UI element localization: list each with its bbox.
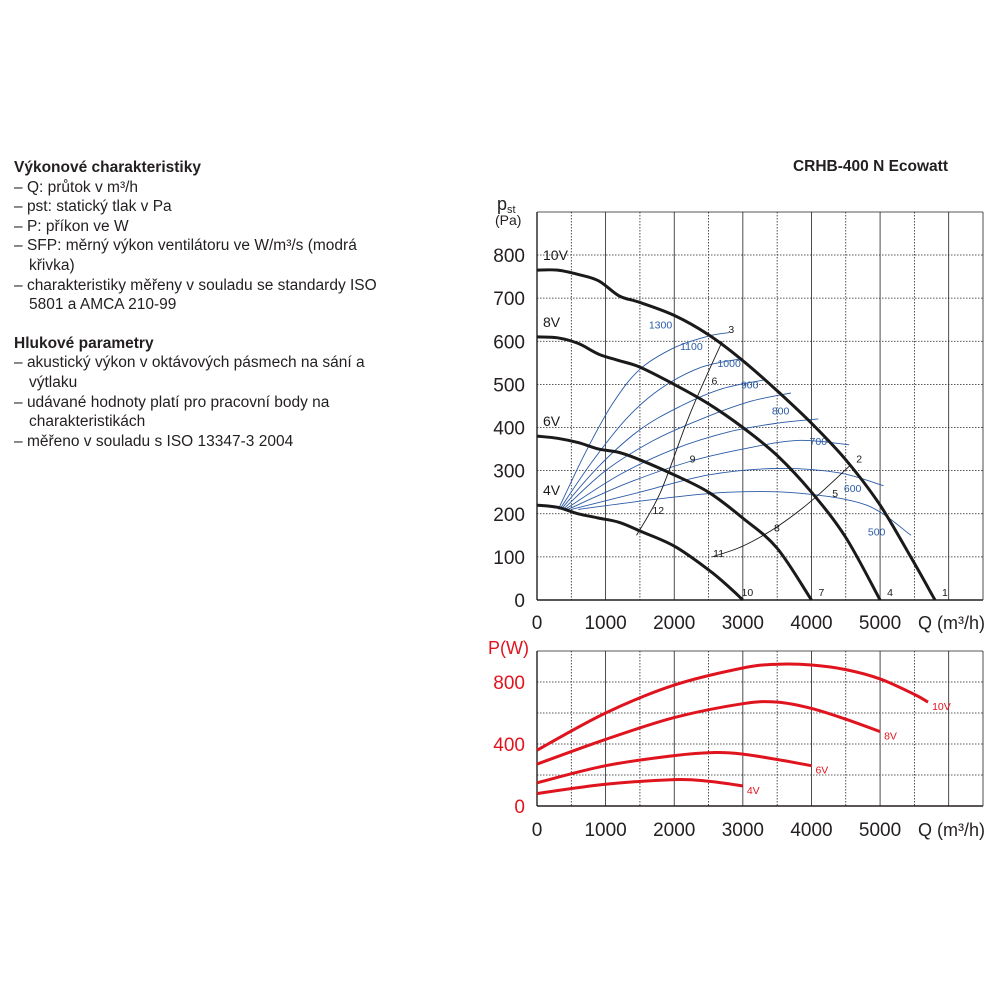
x-tick-label: 4000 — [790, 820, 832, 841]
model-title: CRHB-400 N Ecowatt — [792, 158, 948, 175]
list-item: P: příkon ve W — [14, 217, 394, 237]
x-tick-label: 0 — [532, 820, 543, 841]
y-axis-label: P(W) — [488, 638, 529, 658]
noise-list: akustický výkon v oktávových pásmech na … — [14, 353, 394, 451]
working-point-label: 3 — [728, 324, 734, 336]
y-tick-label: 200 — [493, 505, 525, 526]
working-point-label: 11 — [713, 548, 724, 560]
power-curve-label: 10V — [932, 701, 951, 713]
list-item: Q: průtok v m³/h — [14, 178, 394, 198]
sfp-curve — [567, 439, 850, 510]
working-point-label: 2 — [856, 453, 862, 465]
sfp-curve-label: 600 — [844, 483, 862, 495]
list-item: měřeno v souladu s ISO 13347-3 2004 — [14, 432, 394, 452]
x-tick-label: 3000 — [722, 613, 764, 634]
x-tick-label: 0 — [532, 613, 543, 634]
working-point-label: 10 — [742, 587, 754, 599]
power-curve-4v — [536, 777, 744, 796]
sfp-curve-label: 1300 — [649, 319, 673, 331]
fan-curve-4v — [536, 503, 744, 602]
sfp-curve-label: 800 — [772, 406, 790, 418]
sfp-curve-label: 900 — [741, 380, 759, 392]
y-tick-label: 400 — [493, 419, 525, 440]
sfp-curve — [571, 468, 884, 510]
working-point-label: 5 — [832, 488, 838, 500]
x-tick-label: 5000 — [859, 613, 901, 634]
power-curve-10v — [536, 662, 929, 752]
working-point-label: 12 — [652, 505, 664, 517]
y-tick-label: 0 — [514, 797, 525, 818]
y-tick-label: 800 — [493, 246, 525, 267]
sfp-curve-label: 700 — [810, 436, 828, 448]
y-axis-unit: (Pa) — [495, 212, 521, 228]
power-curve-label: 4V — [747, 785, 760, 797]
fan-curve-8v — [536, 335, 882, 601]
system-curve — [711, 465, 850, 558]
power-curve-6v — [536, 750, 812, 785]
performance-list: Q: průtok v m³/h pst: statický tlak v Pa… — [14, 178, 394, 315]
fan-curve-label: 4V — [543, 482, 561, 498]
list-item: SFP: měrný výkon ventilátoru ve W/m³/s (… — [14, 236, 394, 275]
description-panel: Výkonové charakteristiky Q: průtok v m³/… — [14, 158, 394, 451]
working-point-label: 1 — [942, 587, 948, 599]
list-item: udávané hodnoty platí pro pracovní body … — [14, 393, 394, 432]
y-tick-label: 800 — [493, 673, 525, 694]
power-curve-8v — [536, 700, 881, 766]
list-item: charakteristiky měřeny v souladu se stan… — [14, 276, 394, 315]
x-tick-label: 3000 — [722, 820, 764, 841]
power-curve-label: 8V — [884, 731, 897, 743]
power-curve-label: 6V — [815, 765, 828, 777]
sfp-curve-label: 1100 — [680, 341, 703, 353]
fan-curve-6v — [536, 434, 813, 601]
working-point-label: 4 — [887, 587, 893, 599]
x-axis-label: Q (m³/h) — [918, 613, 985, 633]
sfp-curve-label: 500 — [868, 526, 886, 538]
system-curve — [636, 341, 723, 536]
y-tick-label: 100 — [493, 548, 525, 569]
fan-curve-label: 6V — [543, 413, 561, 429]
working-point-label: 8 — [774, 522, 780, 534]
sfp-curve — [560, 379, 764, 510]
working-point-label: 6 — [712, 376, 718, 388]
sfp-curve — [559, 358, 743, 510]
working-point-label: 7 — [819, 587, 825, 599]
noise-heading: Hlukové parametry — [14, 334, 154, 352]
sfp-curve — [578, 491, 912, 536]
x-axis-label: Q (m³/h) — [918, 820, 985, 840]
working-point-label: 9 — [690, 453, 696, 465]
list-item: pst: statický tlak v Pa — [14, 197, 394, 217]
x-tick-label: 1000 — [584, 820, 626, 841]
x-tick-label: 2000 — [653, 613, 695, 634]
list-item: akustický výkon v oktávových pásmech na … — [14, 353, 394, 392]
fan-curve-label: 8V — [543, 314, 561, 330]
performance-heading: Výkonové charakteristiky — [14, 159, 201, 176]
fan-curve-10v — [536, 268, 937, 601]
sfp-curve — [564, 418, 819, 510]
y-tick-label: 400 — [493, 735, 525, 756]
y-tick-label: 700 — [493, 289, 525, 310]
y-tick-label: 500 — [493, 375, 525, 396]
y-tick-label: 300 — [493, 462, 525, 483]
x-tick-label: 4000 — [790, 613, 832, 634]
y-tick-label: 600 — [493, 332, 525, 353]
sfp-curve — [562, 392, 791, 510]
x-tick-label: 5000 — [859, 820, 901, 841]
sfp-curve-label: 1000 — [717, 358, 741, 370]
fan-curve-label: 10V — [543, 247, 569, 263]
y-tick-label: 0 — [514, 591, 525, 612]
x-tick-label: 1000 — [584, 613, 626, 634]
x-tick-label: 2000 — [653, 820, 695, 841]
